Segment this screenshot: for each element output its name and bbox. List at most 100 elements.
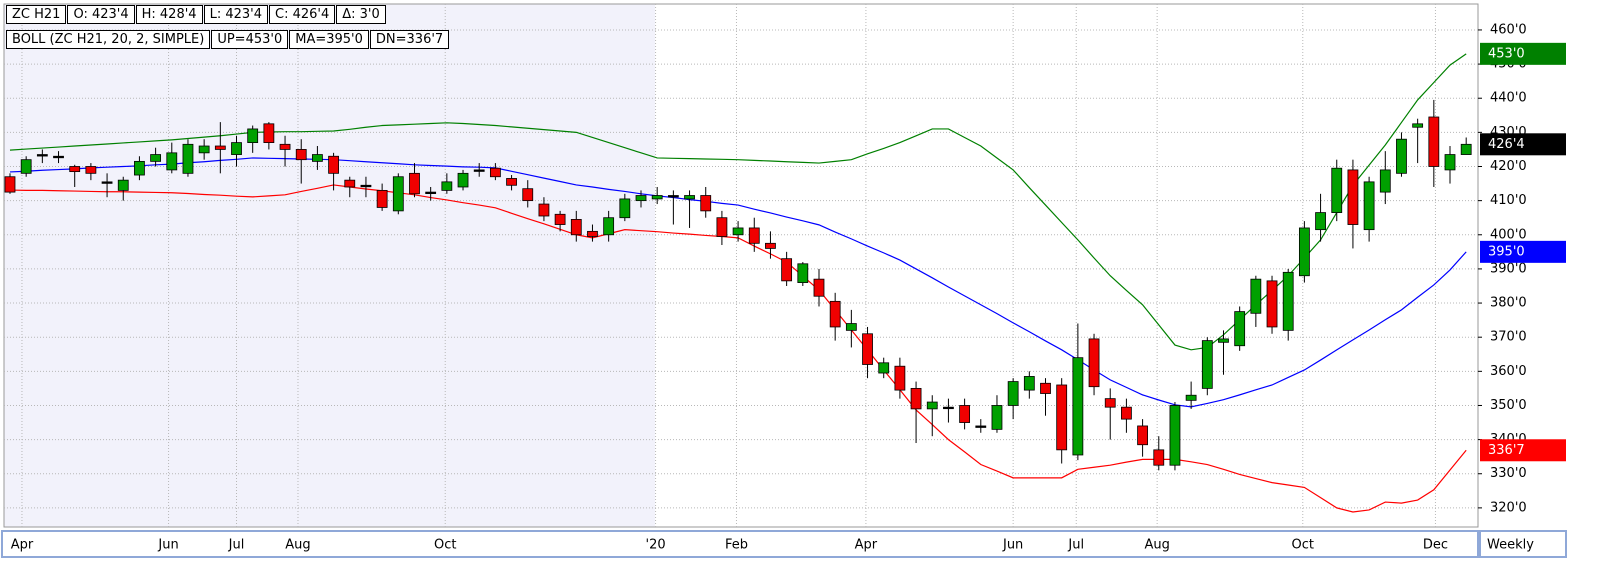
- period-label: Weekly: [1487, 538, 1534, 553]
- x-tick-label: '20: [646, 538, 666, 553]
- candle-body: [166, 152, 178, 171]
- candle-body: [1331, 167, 1343, 213]
- candle-body: [1396, 138, 1407, 174]
- candle-body: [1379, 169, 1391, 193]
- candle-body: [489, 167, 501, 178]
- y-tick-label: 350'0: [1490, 398, 1527, 413]
- candle-body: [554, 213, 566, 225]
- y-tick-label: 420'0: [1490, 159, 1527, 174]
- y-tick-label: 320'0: [1490, 500, 1527, 515]
- x-tick-label: Apr: [11, 538, 34, 553]
- candle-body: [1218, 338, 1229, 343]
- plot-frame: [3, 3, 1479, 528]
- candle-body: [376, 189, 388, 208]
- header-field: L: 423'4: [203, 5, 268, 24]
- candle-body: [1282, 271, 1294, 331]
- candle-body: [1201, 340, 1213, 389]
- candle-body: [425, 191, 437, 195]
- candle-body: [538, 203, 550, 217]
- candle-body: [635, 195, 647, 202]
- y-tick-label: 440'0: [1490, 91, 1527, 106]
- candle-body: [587, 230, 598, 237]
- header-field: BOLL (ZC H21, 20, 2, SIMPLE): [6, 30, 211, 49]
- price-marker-label: 453'0: [1488, 46, 1525, 61]
- header-field: Δ: 3'0: [336, 5, 386, 24]
- y-tick-label: 360'0: [1490, 364, 1527, 379]
- price-marker-label: 336'7: [1488, 443, 1525, 458]
- candle-body: [1040, 382, 1051, 394]
- candle-body: [360, 184, 372, 188]
- candle-body: [182, 143, 194, 174]
- candle-body: [328, 155, 339, 174]
- candle-body: [506, 178, 517, 186]
- candle-body: [1444, 154, 1456, 171]
- candle-body: [943, 406, 954, 410]
- price-marker: [1480, 42, 1566, 65]
- candle-body: [975, 425, 987, 428]
- candle-body: [457, 172, 469, 188]
- candle-body: [748, 227, 760, 244]
- candle-body: [231, 142, 242, 155]
- band-line: [9, 157, 1467, 408]
- candle-body: [4, 176, 16, 193]
- x-axis-strip: [1, 530, 1479, 558]
- candle-body: [845, 323, 857, 331]
- price-marker-label: 395'0: [1488, 244, 1525, 259]
- candle-body: [1023, 376, 1035, 391]
- candle-body: [134, 160, 145, 176]
- header-field: ZC H21: [6, 5, 67, 24]
- candle-body: [1315, 212, 1326, 231]
- candle-body: [344, 179, 356, 188]
- candle-body: [1104, 398, 1116, 408]
- candle-body: [603, 217, 615, 236]
- candle-body: [1298, 227, 1310, 277]
- candle-body: [894, 365, 906, 391]
- candle-body: [441, 181, 453, 191]
- price-marker: [1480, 439, 1566, 462]
- x-tick-label: Jun: [157, 538, 178, 553]
- candle-body: [295, 149, 307, 161]
- candle-body: [150, 154, 162, 162]
- x-tick-label: Oct: [1292, 538, 1314, 553]
- candle-body: [312, 154, 323, 162]
- header-row: ZC H21 O: 423'4 H: 428'4 L: 423'4 C: 426'4 Δ:…: [6, 5, 387, 24]
- x-tick-label: Jul: [1067, 538, 1084, 553]
- candle-body: [279, 143, 291, 150]
- candle-body: [1250, 278, 1262, 314]
- candle-body: [36, 154, 48, 157]
- header-field: DN=336'7: [369, 30, 450, 49]
- candle-body: [1121, 406, 1132, 420]
- candle-body: [522, 188, 534, 202]
- candle-body: [878, 362, 890, 374]
- y-tick-label: 380'0: [1490, 296, 1527, 311]
- candle-body: [263, 123, 275, 144]
- candle-body: [1007, 381, 1019, 406]
- y-tick-label: 370'0: [1490, 330, 1527, 345]
- candle-body: [716, 217, 728, 237]
- period-box: [1479, 530, 1567, 558]
- candle-body: [991, 405, 1003, 430]
- candle-body: [1428, 116, 1440, 167]
- candle-body: [765, 242, 776, 249]
- x-tick-label: Feb: [725, 538, 748, 553]
- candle-body: [1137, 425, 1148, 446]
- price-marker-label: 426'4: [1488, 137, 1525, 152]
- candle-body: [684, 195, 695, 200]
- candle-body: [117, 179, 129, 191]
- candle-body: [1363, 181, 1375, 231]
- x-tick-label: Aug: [1144, 538, 1169, 553]
- price-marker: [1480, 240, 1566, 263]
- candle-body: [829, 300, 841, 328]
- candle-body: [1234, 311, 1246, 347]
- x-tick-label: Aug: [285, 538, 310, 553]
- candle-body: [101, 181, 113, 184]
- candle-body: [570, 219, 582, 236]
- candle-body: [214, 145, 226, 150]
- y-tick-label: 330'0: [1490, 466, 1527, 481]
- header-field: H: 428'4: [135, 5, 203, 24]
- x-tick-label: Oct: [434, 538, 456, 553]
- candle-body: [926, 401, 938, 410]
- candle-body: [619, 198, 631, 219]
